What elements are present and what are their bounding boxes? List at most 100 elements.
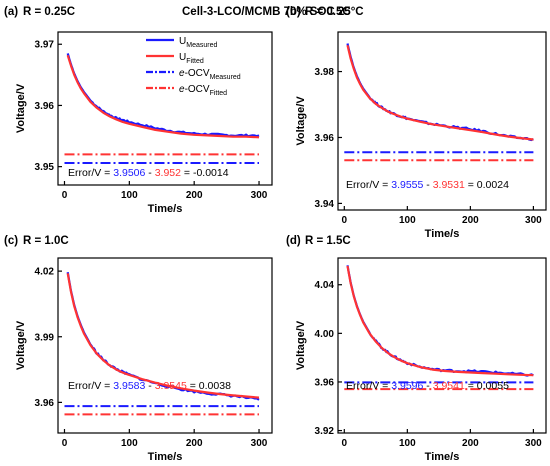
x-tick-label: 100 (121, 190, 138, 201)
legend-label: e-OCVMeasured (179, 68, 241, 81)
y-axis-label: Voltage/V (295, 96, 307, 146)
y-tick-label: 4.02 (35, 267, 55, 278)
legend-label-main: U (179, 52, 186, 63)
error-annotation: Error/V = 3.9506 - 3.952 = -0.0014 (68, 167, 229, 179)
y-axis-label: Voltage/V (15, 320, 27, 370)
x-axis-label: Time/s (148, 451, 183, 463)
legend-label-sub: Fitted (210, 90, 228, 97)
x-tick-label: 0 (342, 438, 348, 449)
x-axis-label: Time/s (425, 228, 460, 240)
panel-title: R = 0.5C (305, 6, 351, 18)
x-tick-label: 100 (399, 438, 416, 449)
x-tick-label: 200 (186, 438, 203, 449)
y-tick-label: 3.97 (35, 40, 55, 51)
chart-panel-a: (a) R = 0.25C 0 100 200 300 3.95 3.96 3.97 Time/s… (4, 6, 273, 215)
legend-label-italic: e (179, 68, 185, 79)
error-minus: - (145, 380, 154, 392)
legend-label-main: -OCV (185, 84, 210, 95)
error-annotation: Error/V = 3.9583 - 3.9545 = 0.0038 (68, 380, 231, 392)
error-measured: 3.9555 (391, 179, 423, 191)
chart-panel-c: (c) R = 1.0C 0 100 200 300 3.96 3.99 4.02 Time/s V… (4, 235, 273, 463)
error-fitted: 3.952 (155, 167, 181, 179)
error-measured: 3.9583 (113, 380, 145, 392)
error-prefix: Error/V = (346, 380, 391, 392)
legend-label-italic: e (179, 84, 185, 95)
y-axis-label: Voltage/V (15, 83, 27, 133)
x-tick-label: 300 (525, 438, 542, 449)
y-tick-label: 3.96 (315, 133, 335, 144)
figure-subtitle: Cell-3-LCO/MCMB 70% SOC 25°C (182, 6, 364, 18)
x-tick-label: 200 (186, 190, 203, 201)
x-axis-label: Time/s (148, 203, 183, 215)
legend-label-sub: Fitted (186, 58, 204, 65)
y-tick-label: 3.94 (315, 199, 335, 210)
x-tick-label: 200 (462, 215, 479, 226)
error-annotation: Error/V = 3.9555 - 3.9531 = 0.0024 (346, 179, 509, 191)
series-u-fitted (346, 265, 534, 377)
plot-frame (337, 31, 547, 211)
plot-frame (57, 257, 273, 434)
y-tick-label: 4.00 (315, 329, 335, 340)
y-tick-label: 3.98 (315, 67, 335, 78)
legend-label-sub: Measured (186, 42, 217, 49)
y-tick-label: 3.96 (315, 377, 335, 388)
series-u-fitted (66, 54, 260, 139)
panel-title: R = 1.5C (305, 235, 351, 247)
error-prefix: Error/V = (68, 380, 113, 392)
x-tick-label: 200 (462, 438, 479, 449)
y-tick-label: 3.96 (35, 398, 55, 409)
error-minus: - (145, 167, 154, 179)
error-fitted: 3.9545 (155, 380, 187, 392)
y-tick-label: 3.95 (35, 162, 55, 173)
error-result: = 0.0024 (465, 179, 509, 191)
series-u-fitted (346, 44, 534, 141)
x-tick-label: 300 (251, 438, 268, 449)
series-group (64, 271, 260, 416)
error-fitted: 3.9541 (433, 380, 465, 392)
y-axis-label: Voltage/V (295, 320, 307, 370)
series-group (64, 53, 260, 164)
legend-label-sub: Measured (210, 74, 241, 81)
panel-label: (a) (4, 6, 18, 18)
panel-label: (b) (286, 6, 301, 18)
x-tick-label: 100 (399, 215, 416, 226)
x-tick-label: 300 (251, 190, 268, 201)
panel-title: R = 0.25C (23, 6, 75, 18)
error-prefix: Error/V = (346, 179, 391, 191)
x-tick-label: 300 (525, 215, 542, 226)
panel-title: R = 1.0C (23, 235, 69, 247)
x-tick-label: 100 (121, 438, 138, 449)
chart-panel-b: (b) R = 0.5C 0 100 200 300 3.94 3.96 3.98 Time/s V… (286, 6, 547, 240)
error-result: = 0.0038 (187, 380, 231, 392)
series-group (344, 43, 534, 162)
panel-label: (c) (4, 235, 18, 247)
series-u-fitted (66, 273, 260, 399)
error-fitted: 3.9531 (433, 179, 465, 191)
legend-label-main: -OCV (185, 68, 210, 79)
legend-label: e-OCVFitted (179, 84, 227, 97)
error-measured: 3.9506 (113, 167, 145, 179)
y-tick-label: 3.96 (35, 101, 55, 112)
x-tick-label: 0 (62, 190, 68, 201)
y-tick-label: 3.99 (35, 332, 55, 343)
plot-frame (337, 257, 547, 434)
y-tick-label: 4.04 (315, 280, 335, 291)
error-result: = -0.0014 (181, 167, 229, 179)
series-group (344, 265, 534, 391)
error-result: = 0.0055 (465, 380, 509, 392)
x-axis-label: Time/s (425, 451, 460, 463)
y-tick-label: 3.92 (315, 426, 335, 437)
series-u-measured (66, 53, 260, 138)
series-u-measured (346, 265, 534, 377)
error-prefix: Error/V = (68, 167, 113, 179)
legend-label: UMeasured (179, 36, 217, 49)
error-minus: - (423, 380, 432, 392)
error-measured: 3.9596 (391, 380, 423, 392)
x-tick-label: 0 (62, 438, 68, 449)
plot-frame (57, 31, 273, 186)
legend-label-main: U (179, 36, 186, 47)
x-tick-label: 0 (342, 215, 348, 226)
error-annotation: Error/V = 3.9596 - 3.9541 = 0.0055 (346, 380, 509, 392)
